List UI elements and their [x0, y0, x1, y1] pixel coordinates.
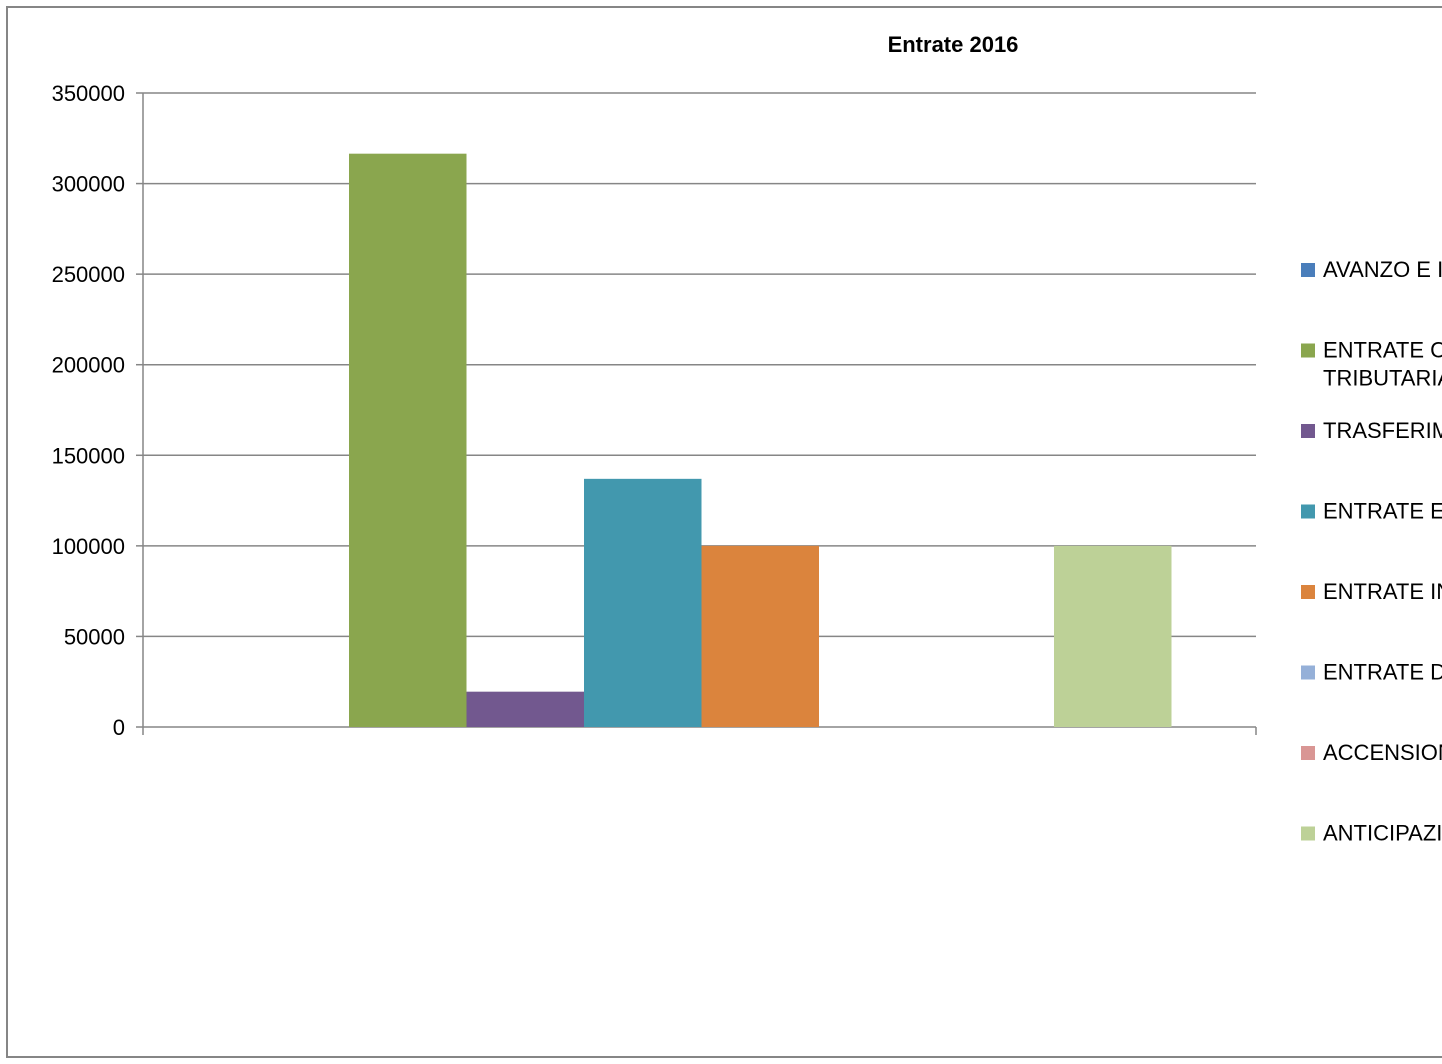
- legend-label: ENTRATE E: [1323, 499, 1442, 524]
- y-tick-label: 250000: [52, 262, 125, 287]
- chart-frame: Entrate 2016 0 50000 100000 150000 200000 250…: [6, 6, 1442, 1058]
- bar-4: [584, 478, 702, 727]
- legend-label: AVANZO E I: [1323, 257, 1442, 282]
- y-tick-label: 50000: [64, 624, 125, 649]
- legend-label: ANTICIPAZI: [1323, 821, 1442, 846]
- legend: AVANZO E I ENTRATE C TRIBUTARIA TRASFERIM EN…: [1301, 257, 1442, 846]
- legend-swatch: [1301, 504, 1315, 519]
- legend-swatch: [1301, 263, 1315, 277]
- bar-chart: Entrate 2016 0 50000 100000 150000 200000 250…: [52, 32, 1442, 846]
- y-tick-label: 350000: [52, 81, 125, 106]
- bar-5: [701, 545, 819, 727]
- legend-swatch: [1301, 826, 1315, 841]
- legend-swatch: [1301, 424, 1315, 438]
- legend-label: TRIBUTARIA: [1323, 366, 1442, 391]
- y-tick-label: 150000: [52, 443, 125, 468]
- legend-label: ENTRATE C: [1323, 338, 1442, 363]
- bar-3: [466, 691, 584, 727]
- axes: 0 50000 100000 150000 200000 250000 300000 3500…: [52, 81, 1257, 740]
- legend-label: TRASFERIM: [1323, 418, 1442, 443]
- legend-label: ENTRATE IN: [1323, 579, 1442, 604]
- y-tick-label: 300000: [52, 172, 125, 197]
- y-tick-label: 0: [113, 715, 125, 740]
- gridlines: [143, 92, 1256, 638]
- legend-swatch: [1301, 746, 1315, 760]
- legend-swatch: [1301, 585, 1315, 599]
- y-tick-label: 100000: [52, 534, 125, 559]
- chart-title: Entrate 2016: [888, 32, 1019, 57]
- legend-label: ENTRATE D: [1323, 660, 1442, 685]
- legend-swatch: [1301, 665, 1315, 680]
- bars: [349, 153, 1172, 727]
- y-tick-label: 200000: [52, 353, 125, 378]
- bar-8: [1054, 545, 1172, 727]
- legend-label: ACCENSION: [1323, 740, 1442, 765]
- bar-2: [349, 153, 467, 727]
- legend-swatch: [1301, 343, 1315, 358]
